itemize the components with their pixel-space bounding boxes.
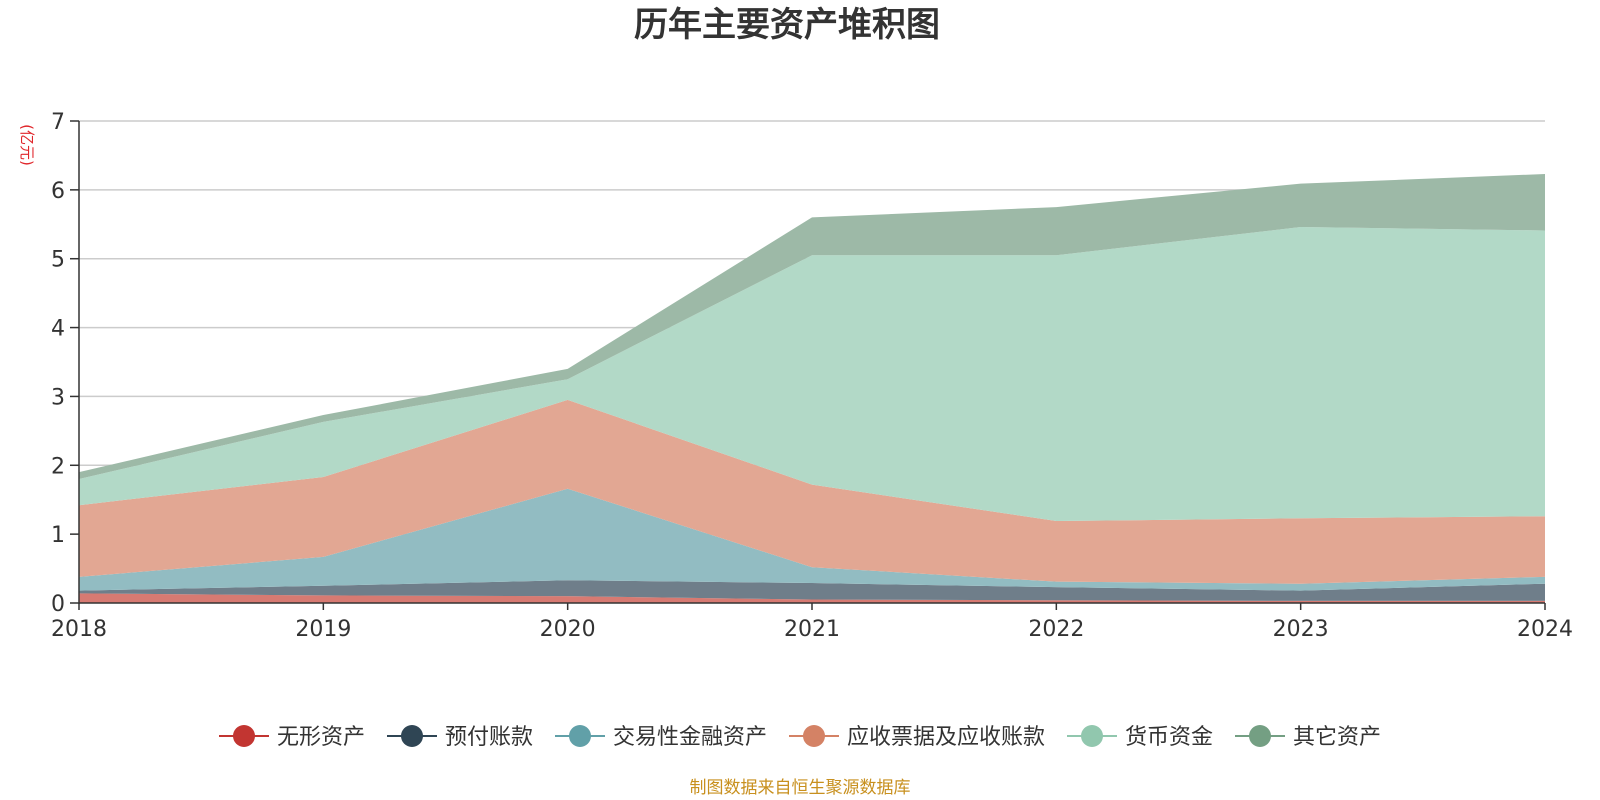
legend-item-3[interactable]: 交易性金融资产	[554, 725, 767, 750]
area-series-2[interactable]	[79, 580, 1545, 601]
x-tick-label: 2018	[51, 617, 107, 642]
legend-item-1[interactable]: 无形资产	[218, 725, 365, 750]
x-tick-label: 2024	[1517, 617, 1573, 642]
x-tick-label: 2020	[540, 617, 596, 642]
legend-item-4[interactable]: 应收票据及应收账款	[788, 725, 1045, 750]
y-tick-label: 5	[51, 248, 65, 273]
legend-marker-icon	[802, 725, 825, 747]
axes: 0 1 2 3 4 5 6 7 2018 2019 2020 2021 2022 2023 2024	[51, 110, 1573, 642]
y-tick-label: 0	[51, 592, 65, 617]
x-tick-label: 2021	[784, 617, 840, 642]
legend-item-2[interactable]: 预付账款	[386, 725, 533, 750]
legend-label: 货币资金	[1125, 725, 1213, 750]
y-tick-label: 3	[51, 385, 65, 410]
chart-title: 历年主要资产堆积图	[634, 5, 940, 45]
legend-label: 其它资产	[1293, 725, 1381, 750]
legend: 无形资产 预付账款 交易性金融资产 应收票据及应收账款 货币资金 其它资产	[218, 725, 1381, 750]
legend-marker-icon	[1249, 725, 1272, 747]
area-series-1[interactable]	[79, 593, 1545, 603]
legend-marker-icon	[400, 725, 423, 747]
y-tick-label: 4	[51, 317, 65, 342]
y-tick-label: 1	[51, 523, 65, 548]
x-tick-label: 2023	[1273, 617, 1329, 642]
area-series-5[interactable]	[79, 227, 1545, 522]
legend-item-5[interactable]: 货币资金	[1067, 725, 1213, 750]
y-axis-unit-label: (亿元)	[18, 124, 36, 166]
legend-label: 预付账款	[445, 725, 533, 750]
legend-label: 交易性金融资产	[613, 725, 767, 750]
x-tick-label: 2022	[1028, 617, 1084, 642]
area-series-4[interactable]	[79, 399, 1545, 584]
legend-label: 无形资产	[277, 725, 365, 750]
x-tick-label: 2019	[295, 617, 351, 642]
legend-label: 应收票据及应收账款	[847, 725, 1045, 750]
area-series-group	[79, 174, 1545, 603]
legend-marker-icon	[232, 725, 255, 747]
legend-marker-icon	[568, 725, 591, 747]
y-tick-label: 6	[51, 179, 65, 204]
area-series-3[interactable]	[79, 488, 1545, 591]
legend-marker-icon	[1081, 725, 1104, 747]
area-series-6[interactable]	[79, 174, 1545, 480]
y-tick-label: 7	[51, 110, 65, 135]
y-tick-label: 2	[51, 454, 65, 479]
data-source-note: 制图数据来自恒生聚源数据库	[690, 778, 911, 798]
legend-item-6[interactable]: 其它资产	[1235, 725, 1381, 750]
